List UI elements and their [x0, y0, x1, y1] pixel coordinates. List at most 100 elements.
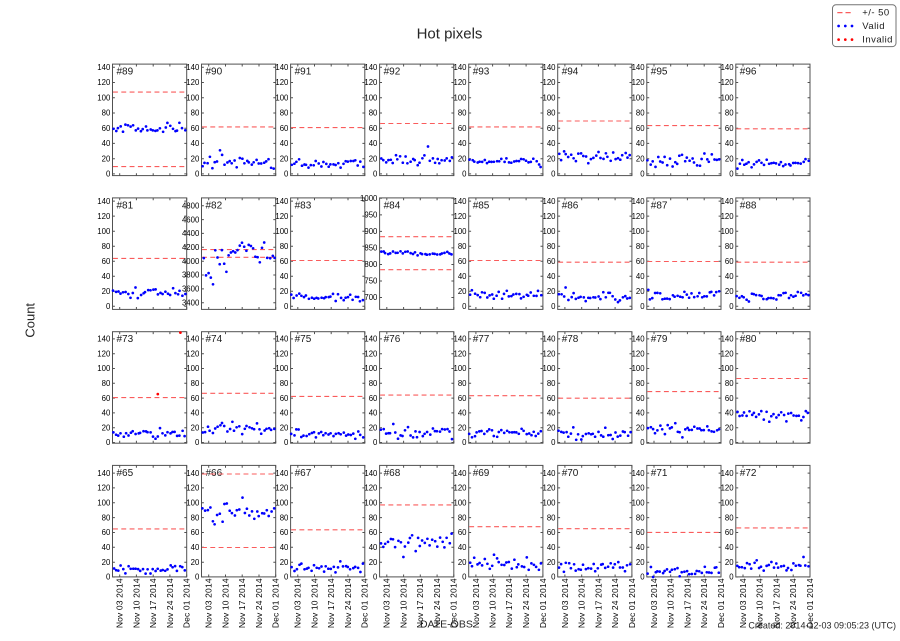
svg-text:40: 40: [458, 409, 467, 418]
svg-text:120: 120: [632, 212, 646, 221]
svg-text:0: 0: [106, 438, 111, 447]
svg-text:#66: #66: [206, 468, 223, 479]
svg-text:100: 100: [97, 499, 111, 508]
svg-text:Nov 17 2014: Nov 17 2014: [237, 578, 247, 628]
svg-text:100: 100: [721, 364, 735, 373]
svg-text:#88: #88: [740, 200, 757, 211]
svg-text:Nov 24 2014: Nov 24 2014: [165, 578, 175, 628]
svg-text:60: 60: [636, 257, 645, 266]
svg-text:#96: #96: [740, 67, 757, 78]
svg-text:140: 140: [186, 335, 200, 344]
svg-text:#76: #76: [384, 334, 401, 345]
svg-text:100: 100: [275, 227, 289, 236]
svg-text:0: 0: [106, 573, 111, 582]
svg-text:40: 40: [458, 139, 467, 148]
svg-text:140: 140: [453, 335, 467, 344]
svg-text:80: 80: [547, 379, 556, 388]
svg-text:40: 40: [102, 139, 111, 148]
svg-text:4000: 4000: [182, 257, 200, 266]
svg-text:120: 120: [721, 484, 735, 493]
svg-text:40: 40: [636, 272, 645, 281]
svg-text:0: 0: [729, 438, 734, 447]
svg-text:0: 0: [551, 438, 556, 447]
svg-text:60: 60: [725, 257, 734, 266]
svg-text:4400: 4400: [182, 229, 200, 238]
svg-text:0: 0: [195, 438, 200, 447]
svg-text:#94: #94: [562, 67, 579, 78]
svg-text:40: 40: [547, 409, 556, 418]
svg-text:140: 140: [186, 469, 200, 478]
svg-text:0: 0: [462, 573, 467, 582]
svg-text:#72: #72: [740, 468, 757, 479]
svg-text:80: 80: [725, 242, 734, 251]
svg-text:60: 60: [458, 257, 467, 266]
svg-text:40: 40: [458, 543, 467, 552]
svg-text:80: 80: [280, 242, 289, 251]
svg-text:0: 0: [462, 170, 467, 179]
svg-text:20: 20: [636, 154, 645, 163]
svg-text:Nov 17 2014: Nov 17 2014: [771, 578, 781, 628]
svg-text:140: 140: [186, 63, 200, 72]
svg-text:100: 100: [453, 364, 467, 373]
svg-text:40: 40: [102, 543, 111, 552]
svg-text:Nov 17 2014: Nov 17 2014: [326, 578, 336, 628]
svg-text:40: 40: [725, 543, 734, 552]
svg-text:Nov 17 2014: Nov 17 2014: [593, 578, 603, 628]
svg-text:3400: 3400: [182, 299, 200, 308]
svg-text:Nov 10 2014: Nov 10 2014: [131, 578, 141, 628]
svg-text:80: 80: [458, 513, 467, 522]
svg-text:120: 120: [186, 484, 200, 493]
svg-text:120: 120: [453, 78, 467, 87]
svg-text:0: 0: [551, 573, 556, 582]
svg-text:100: 100: [721, 94, 735, 103]
svg-text:Nov 03 2014: Nov 03 2014: [560, 578, 570, 628]
svg-text:80: 80: [547, 513, 556, 522]
svg-text:Dec 01 2014: Dec 01 2014: [271, 578, 281, 628]
svg-text:#90: #90: [206, 67, 223, 78]
svg-text:60: 60: [102, 257, 111, 266]
svg-text:20: 20: [280, 423, 289, 432]
svg-text:Nov 03 2014: Nov 03 2014: [293, 578, 303, 628]
svg-text:40: 40: [102, 272, 111, 281]
svg-text:60: 60: [725, 124, 734, 133]
svg-text:20: 20: [547, 154, 556, 163]
svg-text:0: 0: [462, 438, 467, 447]
svg-text:140: 140: [364, 335, 378, 344]
svg-text:140: 140: [275, 63, 289, 72]
svg-text:20: 20: [280, 154, 289, 163]
svg-text:Nov 24 2014: Nov 24 2014: [788, 578, 798, 628]
svg-text:20: 20: [369, 154, 378, 163]
svg-text:Dec 01 2014: Dec 01 2014: [627, 578, 637, 628]
svg-text:80: 80: [369, 379, 378, 388]
svg-text:#78: #78: [562, 334, 579, 345]
svg-text:40: 40: [547, 272, 556, 281]
svg-text:120: 120: [632, 78, 646, 87]
svg-text:0: 0: [195, 573, 200, 582]
svg-text:Nov 10 2014: Nov 10 2014: [755, 578, 765, 628]
svg-text:140: 140: [721, 335, 735, 344]
svg-text:20: 20: [191, 423, 200, 432]
svg-text:60: 60: [458, 124, 467, 133]
svg-text:120: 120: [275, 349, 289, 358]
svg-text:20: 20: [280, 287, 289, 296]
svg-text:20: 20: [369, 423, 378, 432]
svg-text:140: 140: [97, 63, 111, 72]
svg-text:Nov 24 2014: Nov 24 2014: [254, 578, 264, 628]
svg-text:#91: #91: [295, 67, 312, 78]
svg-text:100: 100: [542, 364, 556, 373]
svg-text:20: 20: [458, 154, 467, 163]
svg-text:80: 80: [725, 379, 734, 388]
svg-text:Dec 01 2014: Dec 01 2014: [360, 578, 370, 628]
svg-text:20: 20: [458, 558, 467, 567]
svg-text:Nov 03 2014: Nov 03 2014: [471, 578, 481, 628]
svg-text:120: 120: [632, 349, 646, 358]
svg-text:#85: #85: [473, 200, 490, 211]
svg-text:40: 40: [547, 543, 556, 552]
svg-text:140: 140: [453, 197, 467, 206]
svg-text:Created: 2014-12-03 09:05:23 (: Created: 2014-12-03 09:05:23 (UTC): [748, 620, 896, 630]
svg-text:Nov 10 2014: Nov 10 2014: [220, 578, 230, 628]
svg-text:40: 40: [636, 543, 645, 552]
svg-text:20: 20: [102, 558, 111, 567]
svg-text:Dec 01 2014: Dec 01 2014: [716, 578, 726, 628]
svg-text:40: 40: [725, 409, 734, 418]
